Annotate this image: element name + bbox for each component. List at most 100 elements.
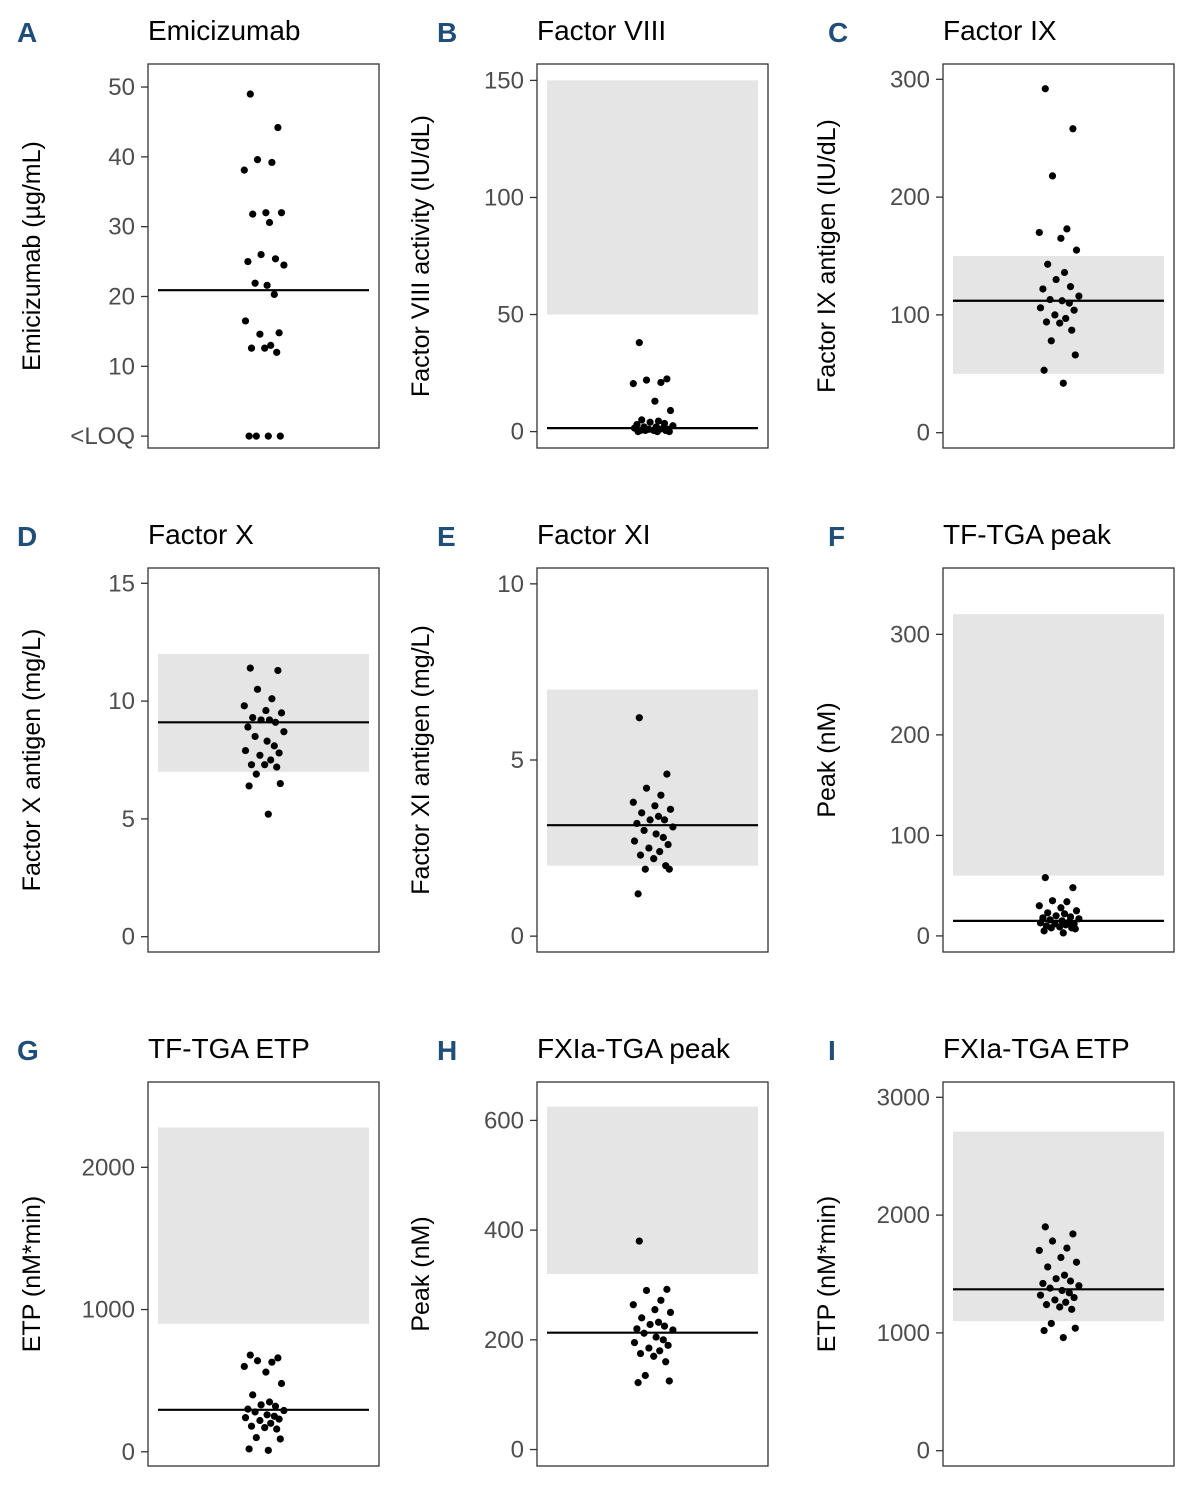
panel-c-data-point	[1075, 292, 1083, 300]
panel-g-data-point	[241, 1414, 250, 1422]
panel-b-data-point	[654, 417, 663, 425]
panel-h-ytick-label: 600	[484, 1107, 524, 1134]
panel-e: E Factor XI 0 5 10 Factor XI antigen (mg/L)	[407, 519, 769, 953]
panel-i-reference-band	[953, 1131, 1164, 1322]
panel-a-data-point	[267, 341, 275, 349]
panel-b-data-point	[665, 428, 673, 436]
panel-d-ytick-label: 0	[122, 924, 135, 951]
panel-e-data-point	[635, 714, 643, 722]
panel-h-data-point	[630, 1338, 639, 1347]
panel-e-ytick-label: 5	[511, 747, 524, 774]
panel-i-data-point	[1060, 1271, 1069, 1279]
panel-f-data-point	[1063, 898, 1071, 906]
panel-d-data-point	[249, 713, 257, 722]
panel-e-data-point	[656, 847, 664, 856]
panel-a-data-point	[271, 255, 280, 263]
panel-h-data-point	[642, 1286, 651, 1295]
panel-h-data-point	[651, 1306, 659, 1314]
panel-d-data-point	[245, 782, 253, 790]
panel-b-data-point	[663, 375, 671, 383]
panel-f-data-point	[1036, 919, 1045, 927]
panel-i-data-point	[1039, 1279, 1047, 1288]
panel-h-data-point	[638, 1314, 646, 1322]
panel-a-data-point	[275, 329, 283, 337]
panel-c-data-point	[1046, 295, 1054, 304]
panel-e-ytick-label: 10	[497, 571, 524, 598]
panel-c-ytick-label: 200	[890, 184, 930, 211]
panel-c-data-point	[1070, 306, 1078, 314]
panel-d-data-point	[246, 664, 254, 672]
panel-i-title: FXIa-TGA ETP	[943, 1033, 1130, 1064]
panel-b-data-point	[651, 397, 659, 405]
panel-i-ytick-label: 2000	[877, 1202, 930, 1229]
panel-d-ytick-label: 10	[108, 688, 135, 715]
panel-e-data-point	[652, 830, 660, 838]
panel-c-data-point	[1035, 228, 1043, 237]
panel-d-data-point	[270, 742, 278, 750]
panel-g-data-point	[247, 1422, 256, 1430]
panel-c-data-point	[1056, 319, 1064, 327]
panel-g-data-point	[252, 1433, 260, 1442]
panel-h-data-point	[656, 1347, 664, 1355]
panel-g-data-point	[257, 1401, 265, 1409]
panel-h-reference-band	[547, 1106, 758, 1274]
panel-h-data-point	[664, 1341, 672, 1349]
panel-c-data-point	[1047, 337, 1055, 345]
panel-c-data-point	[1041, 85, 1049, 93]
panel-g-data-point	[240, 1362, 248, 1371]
panel-e-data-point	[664, 840, 672, 849]
panel-a-data-point	[256, 330, 264, 338]
panel-a-data-point	[273, 348, 281, 356]
panel-f-data-point	[1071, 925, 1079, 933]
panel-a-letter: A	[17, 17, 37, 48]
panel-f-data-point	[1062, 921, 1070, 929]
panel-f-data-point	[1048, 897, 1057, 905]
panel-i-ytick-label: 1000	[877, 1320, 930, 1347]
panel-b-data-point	[641, 426, 649, 435]
panel-g-data-point	[244, 1405, 252, 1413]
panel-d-letter: D	[17, 521, 37, 552]
panel-g-data-point	[273, 1425, 281, 1433]
panel-g-data-point	[263, 1411, 271, 1419]
panel-g-letter: G	[17, 1035, 39, 1066]
panel-i-data-point	[1036, 1291, 1045, 1299]
panel-f-ylabel: Peak (nM)	[813, 702, 841, 817]
panel-g-data-point	[265, 1398, 274, 1406]
panel-f-data-point	[1059, 929, 1067, 937]
panel-a-ytick-label: 40	[108, 144, 135, 171]
panel-b-data-point	[629, 380, 637, 388]
panel-i-data-point	[1070, 1293, 1078, 1302]
panel-f-ytick-label: 0	[917, 923, 930, 950]
panel-a-data-point	[270, 290, 278, 298]
panel-c-data-point	[1039, 285, 1047, 293]
panel-g: G TF-TGA ETP 0 1000 2000 ETP (nM*min)	[17, 1033, 380, 1467]
panel-h-data-point	[633, 1325, 641, 1333]
panel-a-data-point	[240, 166, 248, 174]
panel-e-data-point	[641, 865, 649, 873]
panel-a-data-point	[262, 209, 270, 217]
panel-a-ylabel: Emicizumab (µg/mL)	[18, 141, 46, 371]
panel-c-data-point	[1058, 297, 1066, 305]
panel-d-data-point	[277, 709, 286, 717]
panel-c-data-point	[1059, 379, 1067, 387]
panel-f-data-point	[1069, 884, 1077, 892]
panel-a-ytick-label: 50	[108, 74, 135, 101]
panel-e-data-point	[663, 770, 671, 778]
panel-c-frame	[942, 63, 1175, 449]
panel-h-ytick-label: 200	[484, 1327, 524, 1354]
panel-b-data-point	[642, 376, 651, 384]
panel-c: C Factor IX 0 100 200 300 Factor IX antigen (I…	[813, 15, 1175, 449]
panel-e-data-point	[669, 823, 677, 831]
panel-c-data-point	[1040, 366, 1048, 374]
panel-e-data-point	[633, 819, 641, 828]
panel-h-frame	[536, 1081, 769, 1467]
panel-e-letter: E	[437, 521, 456, 552]
panel-e-data-point	[646, 816, 654, 824]
panel-h-data-point	[646, 1320, 654, 1329]
panel-d-data-point	[257, 716, 265, 724]
panel-h-data-point	[666, 1308, 675, 1316]
panel-d-data-point	[268, 695, 276, 703]
panel-h-ytick-label: 0	[511, 1437, 524, 1464]
panel-d-data-point	[264, 810, 272, 818]
